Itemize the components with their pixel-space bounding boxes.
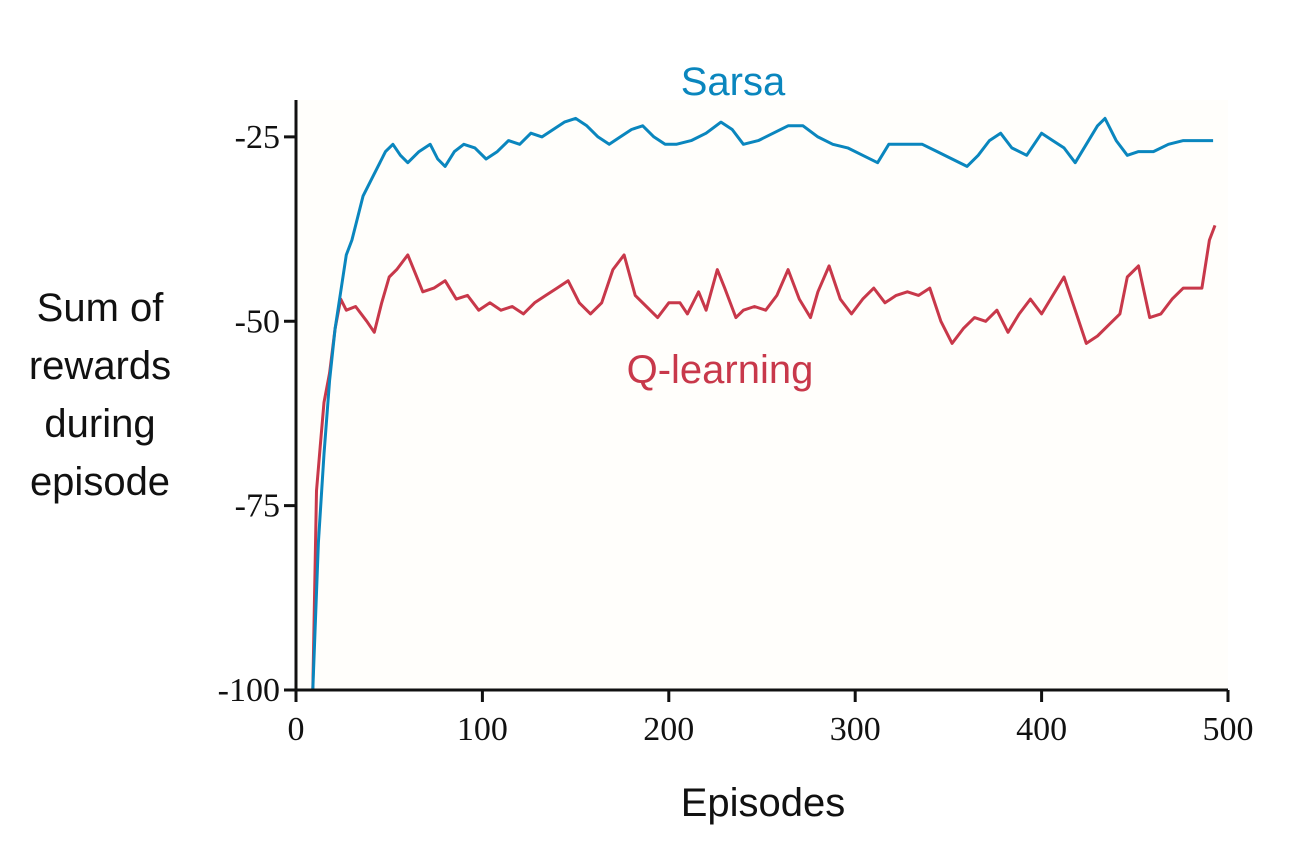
x-tick-label: 0 (288, 711, 305, 748)
y-tick-label: -100 (218, 672, 280, 709)
x-axis-label: Episodes (681, 781, 846, 825)
x-tick-label: 100 (457, 711, 508, 748)
x-ticks: 0 100 200 300 400 500 (288, 690, 1254, 748)
y-tick-label: -75 (235, 488, 280, 525)
y-axis-label-line: rewards (29, 344, 171, 388)
y-ticks: -25 -50 -75 -100 (218, 119, 296, 709)
x-tick-label: 200 (643, 711, 694, 748)
series-line-q-learning (311, 224, 1217, 691)
y-tick-label: -25 (235, 119, 280, 156)
y-axis-label-line: Sum of (37, 286, 165, 330)
x-tick-label: 300 (830, 711, 881, 748)
series-label-sarsa: Sarsa (681, 60, 786, 104)
y-axis-label: Sum of rewards during episode (29, 286, 171, 504)
series-line-sarsa (311, 116, 1214, 691)
x-tick-label: 500 (1203, 711, 1254, 748)
plot-background (296, 100, 1228, 690)
x-tick-label: 400 (1016, 711, 1067, 748)
y-axis-label-line: during (44, 402, 155, 446)
y-axis-label-line: episode (30, 460, 170, 504)
lines-layer (311, 116, 1217, 691)
y-tick-label: -50 (235, 303, 280, 340)
series-label-q-learning: Q-learning (627, 348, 814, 392)
